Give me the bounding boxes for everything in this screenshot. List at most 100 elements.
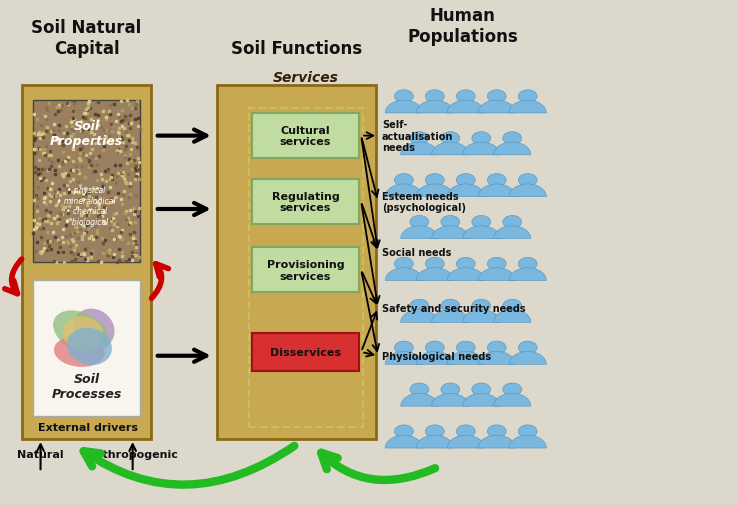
Wedge shape [416, 184, 453, 197]
Wedge shape [447, 352, 484, 365]
Circle shape [441, 216, 460, 229]
Circle shape [518, 258, 537, 271]
Wedge shape [509, 352, 546, 365]
Wedge shape [478, 268, 515, 281]
Circle shape [410, 216, 429, 229]
Wedge shape [416, 101, 453, 114]
Circle shape [394, 258, 413, 271]
Wedge shape [447, 184, 484, 197]
Text: Self-
actualisation
needs: Self- actualisation needs [382, 120, 453, 153]
FancyBboxPatch shape [22, 86, 151, 439]
FancyBboxPatch shape [33, 101, 140, 263]
FancyBboxPatch shape [252, 247, 359, 293]
Circle shape [487, 258, 506, 271]
Wedge shape [478, 435, 515, 448]
Wedge shape [432, 393, 469, 407]
Wedge shape [478, 101, 515, 114]
Circle shape [518, 90, 537, 104]
Wedge shape [401, 143, 438, 156]
Text: Physiological needs: Physiological needs [382, 351, 491, 361]
Text: Cultural
services: Cultural services [280, 126, 331, 147]
Wedge shape [494, 310, 531, 323]
Circle shape [503, 132, 522, 145]
Circle shape [472, 132, 491, 145]
Text: Provisioning
services: Provisioning services [267, 260, 344, 281]
Wedge shape [416, 268, 453, 281]
Circle shape [518, 174, 537, 187]
Circle shape [394, 425, 413, 438]
Circle shape [456, 90, 475, 104]
Wedge shape [463, 226, 500, 239]
Circle shape [394, 174, 413, 187]
Text: Human
Populations: Human Populations [407, 7, 518, 45]
Text: Soil Functions: Soil Functions [231, 40, 362, 58]
Wedge shape [385, 435, 422, 448]
Text: External drivers: External drivers [38, 422, 139, 432]
FancyBboxPatch shape [252, 333, 359, 371]
Circle shape [487, 174, 506, 187]
Wedge shape [432, 226, 469, 239]
Circle shape [472, 216, 491, 229]
Wedge shape [401, 310, 438, 323]
Circle shape [425, 341, 444, 355]
Wedge shape [509, 101, 546, 114]
Circle shape [441, 383, 460, 396]
Circle shape [425, 425, 444, 438]
Circle shape [441, 132, 460, 145]
Wedge shape [385, 352, 422, 365]
Wedge shape [385, 101, 422, 114]
Text: Natural: Natural [17, 449, 64, 460]
Wedge shape [385, 184, 422, 197]
Wedge shape [509, 268, 546, 281]
Circle shape [410, 383, 429, 396]
Circle shape [410, 299, 429, 313]
Circle shape [472, 383, 491, 396]
Circle shape [503, 383, 522, 396]
Text: Services: Services [273, 71, 339, 85]
Wedge shape [401, 226, 438, 239]
Wedge shape [447, 101, 484, 114]
Circle shape [394, 341, 413, 355]
Wedge shape [478, 352, 515, 365]
Wedge shape [494, 226, 531, 239]
Wedge shape [447, 268, 484, 281]
Ellipse shape [67, 328, 112, 366]
Ellipse shape [54, 336, 105, 367]
Ellipse shape [74, 309, 114, 349]
Circle shape [456, 258, 475, 271]
Circle shape [425, 258, 444, 271]
Circle shape [394, 90, 413, 104]
Circle shape [472, 299, 491, 313]
Circle shape [456, 174, 475, 187]
Text: Safety and security needs: Safety and security needs [382, 303, 525, 313]
FancyBboxPatch shape [252, 179, 359, 225]
Circle shape [487, 341, 506, 355]
Circle shape [456, 425, 475, 438]
Wedge shape [509, 435, 546, 448]
Circle shape [487, 90, 506, 104]
Wedge shape [494, 143, 531, 156]
FancyBboxPatch shape [252, 114, 359, 159]
Wedge shape [509, 184, 546, 197]
Wedge shape [432, 310, 469, 323]
Text: Anthropogenic: Anthropogenic [87, 449, 178, 460]
Wedge shape [416, 435, 453, 448]
Wedge shape [401, 393, 438, 407]
Circle shape [503, 299, 522, 313]
Wedge shape [432, 143, 469, 156]
Wedge shape [494, 393, 531, 407]
FancyBboxPatch shape [217, 86, 376, 439]
Text: Soil
Properties: Soil Properties [50, 119, 123, 147]
Wedge shape [463, 393, 500, 407]
Wedge shape [463, 310, 500, 323]
Circle shape [425, 174, 444, 187]
Circle shape [518, 341, 537, 355]
Circle shape [456, 341, 475, 355]
Circle shape [518, 425, 537, 438]
Wedge shape [385, 268, 422, 281]
Text: • physical
• mineralogical
• chemical
• biological: • physical • mineralogical • chemical • … [57, 186, 116, 226]
Circle shape [487, 425, 506, 438]
Text: Soil
Processes: Soil Processes [52, 373, 122, 400]
Ellipse shape [63, 317, 103, 351]
Wedge shape [478, 184, 515, 197]
